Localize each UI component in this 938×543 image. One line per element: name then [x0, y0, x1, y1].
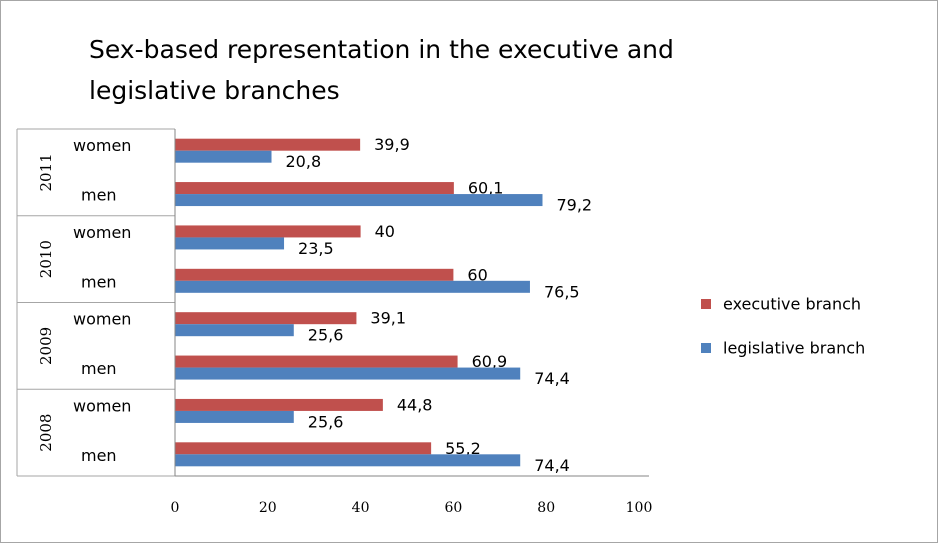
bar-legislative [175, 280, 530, 293]
x-tick-label: 40 [352, 500, 370, 516]
x-tick-label: 0 [171, 500, 180, 516]
data-label-legislative: 20,8 [286, 152, 322, 171]
data-label-executive: 55,2 [445, 439, 481, 458]
bar-executive [175, 398, 383, 411]
bar-legislative [175, 150, 272, 163]
row-label-men: men [81, 186, 117, 205]
bar-executive [175, 442, 432, 455]
chart-title: Sex-based representation in the executiv… [89, 35, 674, 105]
legend-label-executive: executive branch [723, 295, 861, 314]
x-tick-label: 80 [537, 500, 555, 516]
legend-label-legislative: legislative branch [723, 339, 865, 358]
data-label-executive: 44,8 [397, 395, 433, 414]
row-label-men: men [81, 272, 117, 291]
bar-legislative [175, 324, 294, 337]
data-label-executive: 60,9 [472, 352, 508, 371]
bar-legislative [175, 194, 543, 207]
x-tick-label: 100 [626, 500, 653, 516]
bar-executive [175, 182, 454, 195]
row-label-women: women [73, 136, 131, 155]
x-tick-label: 20 [259, 500, 277, 516]
bar-legislative [175, 454, 521, 467]
row-label-women: women [73, 396, 131, 415]
data-label-legislative: 23,5 [298, 239, 334, 258]
row-label-women: women [73, 310, 131, 329]
data-label-legislative: 74,4 [534, 456, 570, 475]
bar-legislative [175, 410, 294, 423]
data-label-executive: 39,9 [374, 135, 410, 154]
x-tick-label: 60 [444, 500, 462, 516]
bar-executive [175, 312, 357, 325]
bar-executive [175, 268, 454, 281]
legend-swatch-executive [701, 299, 711, 309]
data-label-executive: 40 [375, 222, 395, 241]
data-label-executive: 39,1 [370, 309, 406, 328]
data-label-executive: 60,1 [468, 179, 504, 198]
year-label: 2010 [37, 240, 55, 278]
bar-legislative [175, 237, 285, 250]
bar-executive [175, 138, 361, 151]
bar-executive [175, 355, 458, 368]
bar-legislative [175, 367, 521, 380]
row-label-women: women [73, 223, 131, 242]
bar-executive [175, 225, 361, 238]
data-label-legislative: 25,6 [308, 412, 344, 431]
data-label-legislative: 76,5 [544, 282, 580, 301]
year-label: 2009 [37, 327, 55, 365]
data-label-legislative: 74,4 [534, 369, 570, 388]
data-label-legislative: 25,6 [308, 326, 344, 345]
legend-swatch-legislative [701, 343, 711, 353]
year-label: 2011 [37, 153, 55, 191]
year-label: 2008 [37, 414, 55, 452]
data-label-executive: 60 [467, 265, 487, 284]
data-label-legislative: 79,2 [556, 196, 592, 215]
row-label-men: men [81, 359, 117, 378]
row-label-men: men [81, 446, 117, 465]
